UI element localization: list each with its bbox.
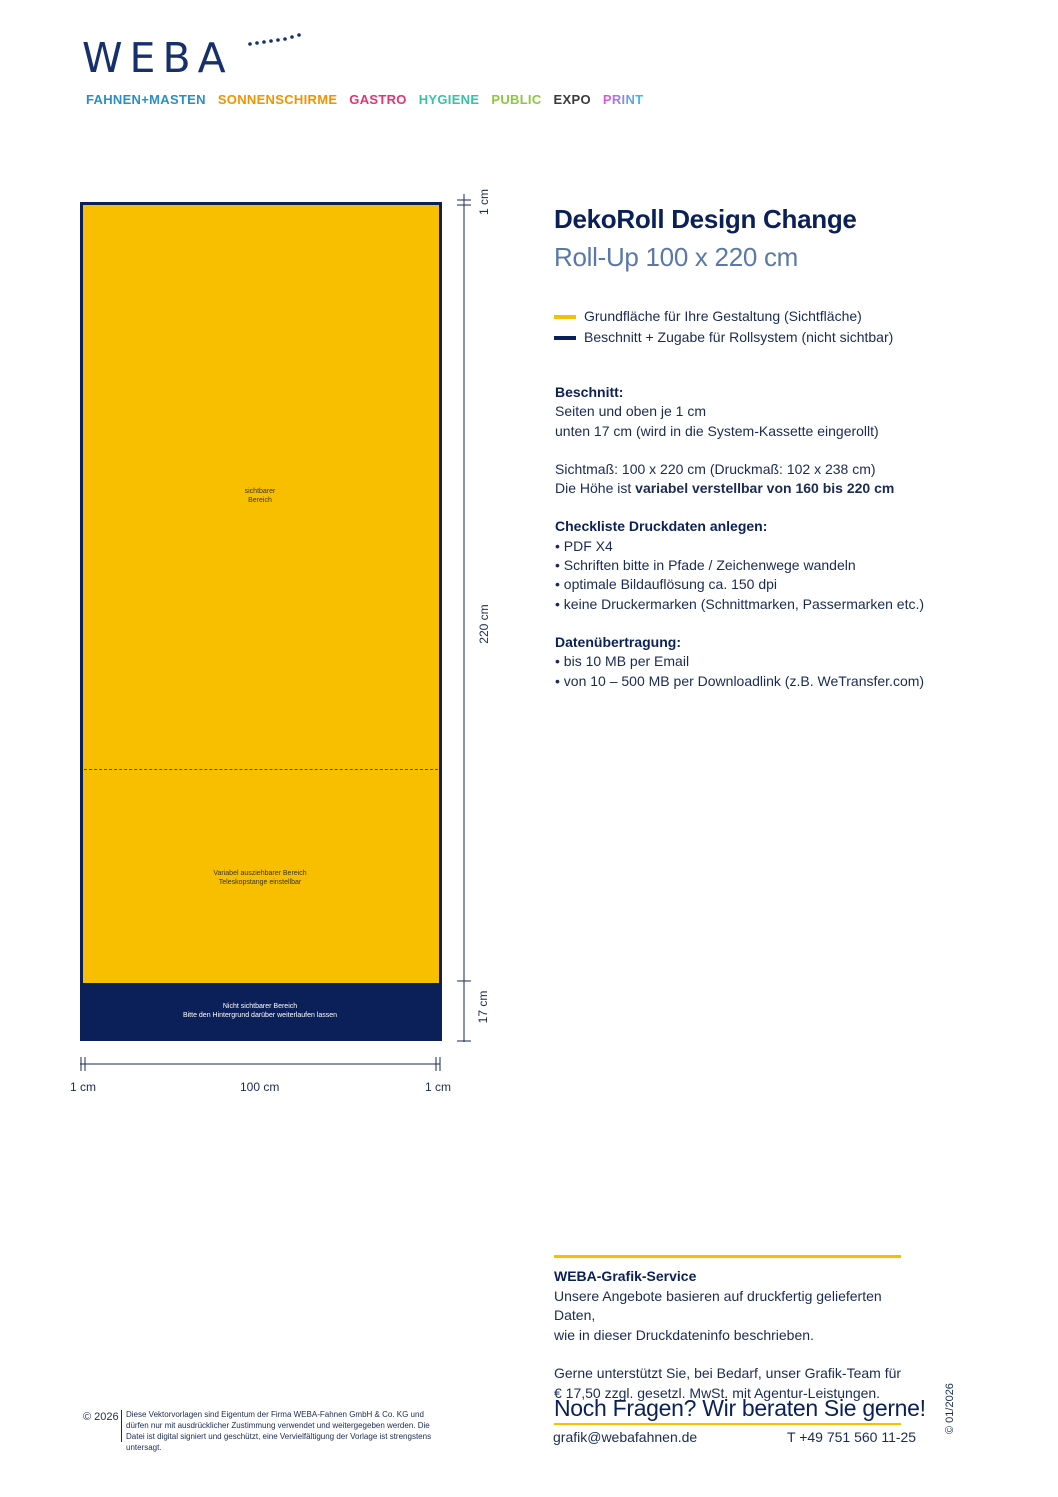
dimension-top: 1 cm <box>477 189 491 216</box>
service-text: € 17,50 zzgl. gesetzl. MwSt. mit Agentur… <box>554 1384 881 1401</box>
sichtmass-text: Sichtmaß: 100 x 220 cm (Druckmaß: 102 x … <box>555 460 876 477</box>
dimension-bottom: 17 cm <box>476 990 490 1024</box>
beschnitt-heading: Beschnitt: <box>555 384 624 400</box>
brand-navigation: FAHNEN+MASTEN SONNENSCHIRME GASTRO HYGIE… <box>86 92 643 107</box>
hidden-area-label: Nicht sichtbarer Bereich Bitte den Hinte… <box>182 1003 338 1019</box>
transfer-item: • bis 10 MB per Email <box>555 653 690 670</box>
legal-notice: Diese Vektorvorlagen sind Eigentum der F… <box>126 1410 432 1452</box>
checklist-item: • keine Druckermarken (Schnittmarken, Pa… <box>555 595 925 612</box>
service-text: Gerne unterstützt Sie, bei Bedarf, unser… <box>554 1365 902 1381</box>
cta-underline <box>554 1423 901 1425</box>
checklist-item: • optimale Bildauflösung ca. 150 dpi <box>555 576 778 593</box>
beschnitt-line: unten 17 cm (wird in die System-Kassette… <box>555 422 879 439</box>
brand-gastro: GASTRO <box>349 92 407 107</box>
legend-label-visible: Grundfläche für Ihre Gestaltung (Sichtfl… <box>584 308 862 324</box>
transfer-item: • von 10 – 500 MB per Downloadlink (z.B.… <box>555 672 925 689</box>
legend-swatch-yellow <box>554 314 576 319</box>
product-subtitle: Roll-Up 100 x 220 cm <box>554 242 798 272</box>
logo-dots-icon <box>248 33 301 46</box>
brand-hygiene: HYGIENE <box>418 92 480 107</box>
cta-heading: Noch Fragen? Wir beraten Sie gerne! <box>554 1395 926 1421</box>
hoehe-prefix: Die Höhe ist <box>555 480 636 497</box>
brand-fahnen-masten: FAHNEN+MASTEN <box>86 92 206 107</box>
legend-label-bleed: Beschnitt + Zugabe für Rollsystem (nicht… <box>584 329 894 345</box>
hidden-area-panel <box>80 983 442 1041</box>
dimension-left: 1 cm <box>70 1080 97 1094</box>
brand-print: PRINT <box>602 92 644 107</box>
service-divider <box>554 1255 901 1258</box>
weba-logo-text: WEBA <box>82 34 233 82</box>
product-title: DekoRoll Design Change <box>554 204 857 234</box>
contact-phone[interactable]: T +49 751 560 11-25 <box>787 1429 917 1445</box>
variable-area-label: Variabel ausziehbarer Bereich Teleskopst… <box>213 870 307 886</box>
footer-divider <box>121 1410 122 1442</box>
brand-public: PUBLIC <box>491 92 542 107</box>
dimension-height: 220 cm <box>477 604 491 644</box>
service-heading: WEBA-Grafik-Service <box>554 1268 697 1284</box>
contact-email-link[interactable]: grafik@webafahnen.de <box>553 1429 698 1445</box>
checklist-item: • PDF X4 <box>555 537 613 554</box>
beschnitt-line: Seiten und oben je 1 cm <box>555 403 706 420</box>
transfer-heading: Datenübertragung: <box>555 633 681 650</box>
hoehe-text: Die Höhe ist variabel verstellbar von 16… <box>555 479 995 498</box>
legend-swatch-navy <box>554 335 576 340</box>
grafik-service: WEBA-Grafik-Service Unsere Angebote basi… <box>554 1267 914 1403</box>
variable-area-divider <box>84 769 438 770</box>
brand-sonnenschirme: SONNENSCHIRME <box>217 92 338 107</box>
legend-bleed-area: Beschnitt + Zugabe für Rollsystem (nicht… <box>554 327 893 348</box>
color-legend: Grundfläche für Ihre Gestaltung (Sichtfl… <box>554 306 893 348</box>
dimension-right: 1 cm <box>425 1080 452 1094</box>
visible-area-panel <box>80 202 442 983</box>
copyright: © 2026 <box>83 1411 119 1423</box>
service-text: wie in dieser Druckdateninfo beschrieben… <box>554 1326 814 1343</box>
dimension-width: 100 cm <box>240 1080 280 1094</box>
hoehe-bold: variabel verstellbar von 160 bis 220 cm <box>635 480 895 497</box>
visible-area-label: sichtbarer Bereich <box>244 488 276 504</box>
vertical-dimension-lines <box>457 194 471 1042</box>
horizontal-dimension-lines <box>80 1057 441 1071</box>
print-info: Beschnitt: Seiten und oben je 1 cm unten… <box>555 383 995 691</box>
brand-expo: EXPO <box>553 92 591 107</box>
checklist-item: • Schriften bitte in Pfade / Zeichenwege… <box>555 557 856 574</box>
checklist-heading: Checkliste Druckdaten anlegen: <box>555 518 768 535</box>
legend-visible-area: Grundfläche für Ihre Gestaltung (Sichtfl… <box>554 306 893 327</box>
service-text: Unsere Angebote basieren auf druckfertig… <box>554 1287 882 1324</box>
version-stamp: © 01/2026 <box>944 1383 956 1434</box>
